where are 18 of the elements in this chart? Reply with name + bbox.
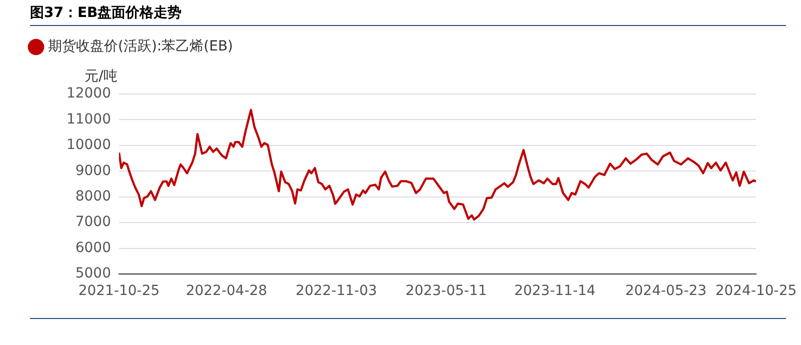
legend-label: 期货收盘价(活跃):苯乙烯(EB) [48,38,234,55]
y-tick-label: 10000 [66,137,111,154]
x-tick-label: 2022-04-28 [186,283,268,300]
x-tick-label: 2024-05-23 [625,283,707,300]
y-tick-label: 12000 [66,86,111,102]
y-axis-title: 元/吨 [84,68,118,85]
y-tick-label: 7000 [75,214,111,230]
x-tick-label: 2021-10-25 [78,283,160,300]
x-tick-label: 2022-11-03 [296,283,378,300]
x-tick-label: 2023-05-11 [406,283,487,300]
x-tick-label: 2024-10-25 [715,283,797,300]
y-tick-label: 9000 [75,162,111,179]
x-tick-label: 2023-11-14 [514,283,596,300]
chart-title: 图37：EB盘面价格走势 [30,4,786,26]
y-tick-label: 6000 [75,240,111,256]
y-tick-label: 11000 [66,111,111,128]
y-tick-label: 8000 [75,188,111,204]
y-tick-label: 5000 [75,266,111,282]
